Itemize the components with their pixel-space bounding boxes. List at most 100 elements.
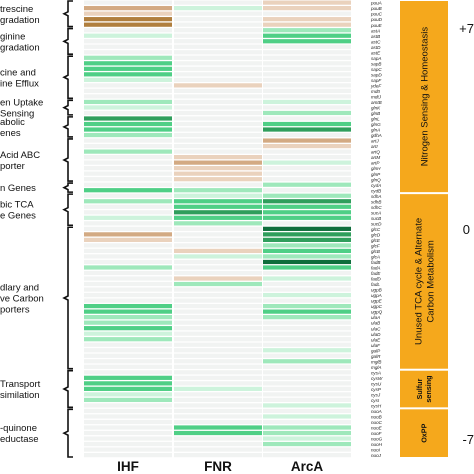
heatmap-cell [84,193,172,198]
heatmap-cell [174,265,262,270]
heatmap-cell [174,276,262,281]
heatmap-cell [263,243,351,248]
heatmap-cell [174,392,262,397]
heatmap-cell [263,309,351,314]
group-label: -quinone [0,423,37,434]
gene-label: ugpC [371,304,383,309]
heatmap-cell [174,143,262,149]
gene-label: glcA [371,255,380,260]
group-bracket [62,408,73,458]
gene-label: puuE [370,23,383,28]
heatmap-cell [263,276,351,281]
heatmap-cell [174,259,262,265]
heatmap-cell [174,414,262,419]
heatmap-cell [84,243,172,248]
heatmap-cell [263,364,351,369]
heatmap-cell [174,430,262,436]
heatmap-cell [84,149,172,154]
heatmap-cell [263,254,351,259]
heatmap-cell [84,408,172,414]
group-bracket [62,226,73,370]
heatmap-cell [84,39,172,44]
category-bar [400,194,448,369]
heatmap-cell [174,254,262,259]
heatmap-cell [263,326,351,331]
heatmap-cell [174,0,262,5]
heatmap-cell [84,348,172,353]
heatmap-cell [84,83,172,88]
heatmap-cell [263,298,351,303]
heatmap-cell [84,182,172,187]
heatmap-cell [84,160,172,165]
heatmap-cell [263,61,351,66]
gene-label: glnL [371,117,380,122]
heatmap-cell [84,210,172,215]
scale-label-bottom: -7 [462,432,474,447]
heatmap-cell [84,6,172,11]
column-labels: IHF FNR ArcA [117,459,323,474]
group-bracket [62,193,73,227]
gene-label: mglB [371,359,381,364]
heatmap-cell [84,215,172,220]
group-label: Transport [0,379,41,390]
gene-label: nuoJ [371,453,382,458]
heatmap-cell [263,419,351,425]
heatmap-cell [174,88,262,94]
gene-label: nuoC [371,420,383,425]
group-bracket [62,369,73,409]
heatmap-cell [263,0,351,5]
heatmap-cell [174,66,262,71]
heatmap-cell [174,182,262,187]
heatmap-cell [84,436,172,441]
heatmap-cell [84,121,172,127]
gene-label: astD [371,45,381,50]
gene-label: astA [371,28,380,33]
gene-label: cysP [371,387,382,392]
heatmap-cell [174,166,262,171]
heatmap-cell [84,99,172,105]
gene-label: ulaA [371,315,380,320]
heatmap-cell [263,337,351,342]
heatmap-cell [263,88,351,94]
heatmap-cell [84,72,172,77]
heatmap-cell [263,386,351,391]
heatmap-cell [263,83,351,88]
heatmap-cell [174,447,262,452]
heatmap-cell [174,386,262,391]
heatmap-cell [174,348,262,353]
heatmap-cell [84,254,172,259]
heatmap-cell [174,39,262,44]
heatmap-cell [263,99,351,105]
category-label: Sulfur [415,378,424,399]
heatmap-cell [84,110,172,116]
heatmap-cell [84,55,172,60]
heatmap-cell [84,419,172,425]
heatmap-cell [263,303,351,309]
group-label: dlary and [0,283,39,294]
heatmap-cell [174,298,262,303]
heatmap-cell [84,232,172,237]
heatmap-cell [84,287,172,292]
heatmap-cell [263,221,351,226]
scale-label-top: +7 [459,21,474,36]
heatmap-cell [263,265,351,270]
heatmap-cell [263,66,351,71]
heatmap-cell [263,215,351,220]
heatmap-cell [263,166,351,171]
group-label: cine and [0,67,36,78]
heatmap-cell [84,17,172,22]
heatmap-cell [84,292,172,298]
gene-label: puuA [370,1,382,6]
gene-label: ydeF [370,83,382,88]
heatmap-cell [263,143,351,149]
gene-label: astC [371,39,381,44]
heatmap-cell [174,331,262,336]
gene-label: glcE [371,238,381,243]
heatmap-cell [263,425,351,430]
heatmap-cell [84,430,172,436]
heatmap-cell [263,127,351,132]
heatmap-cell [84,364,172,369]
heatmap-cell [263,132,351,138]
heatmap-cell [263,105,351,110]
heatmap-cell [84,331,172,336]
